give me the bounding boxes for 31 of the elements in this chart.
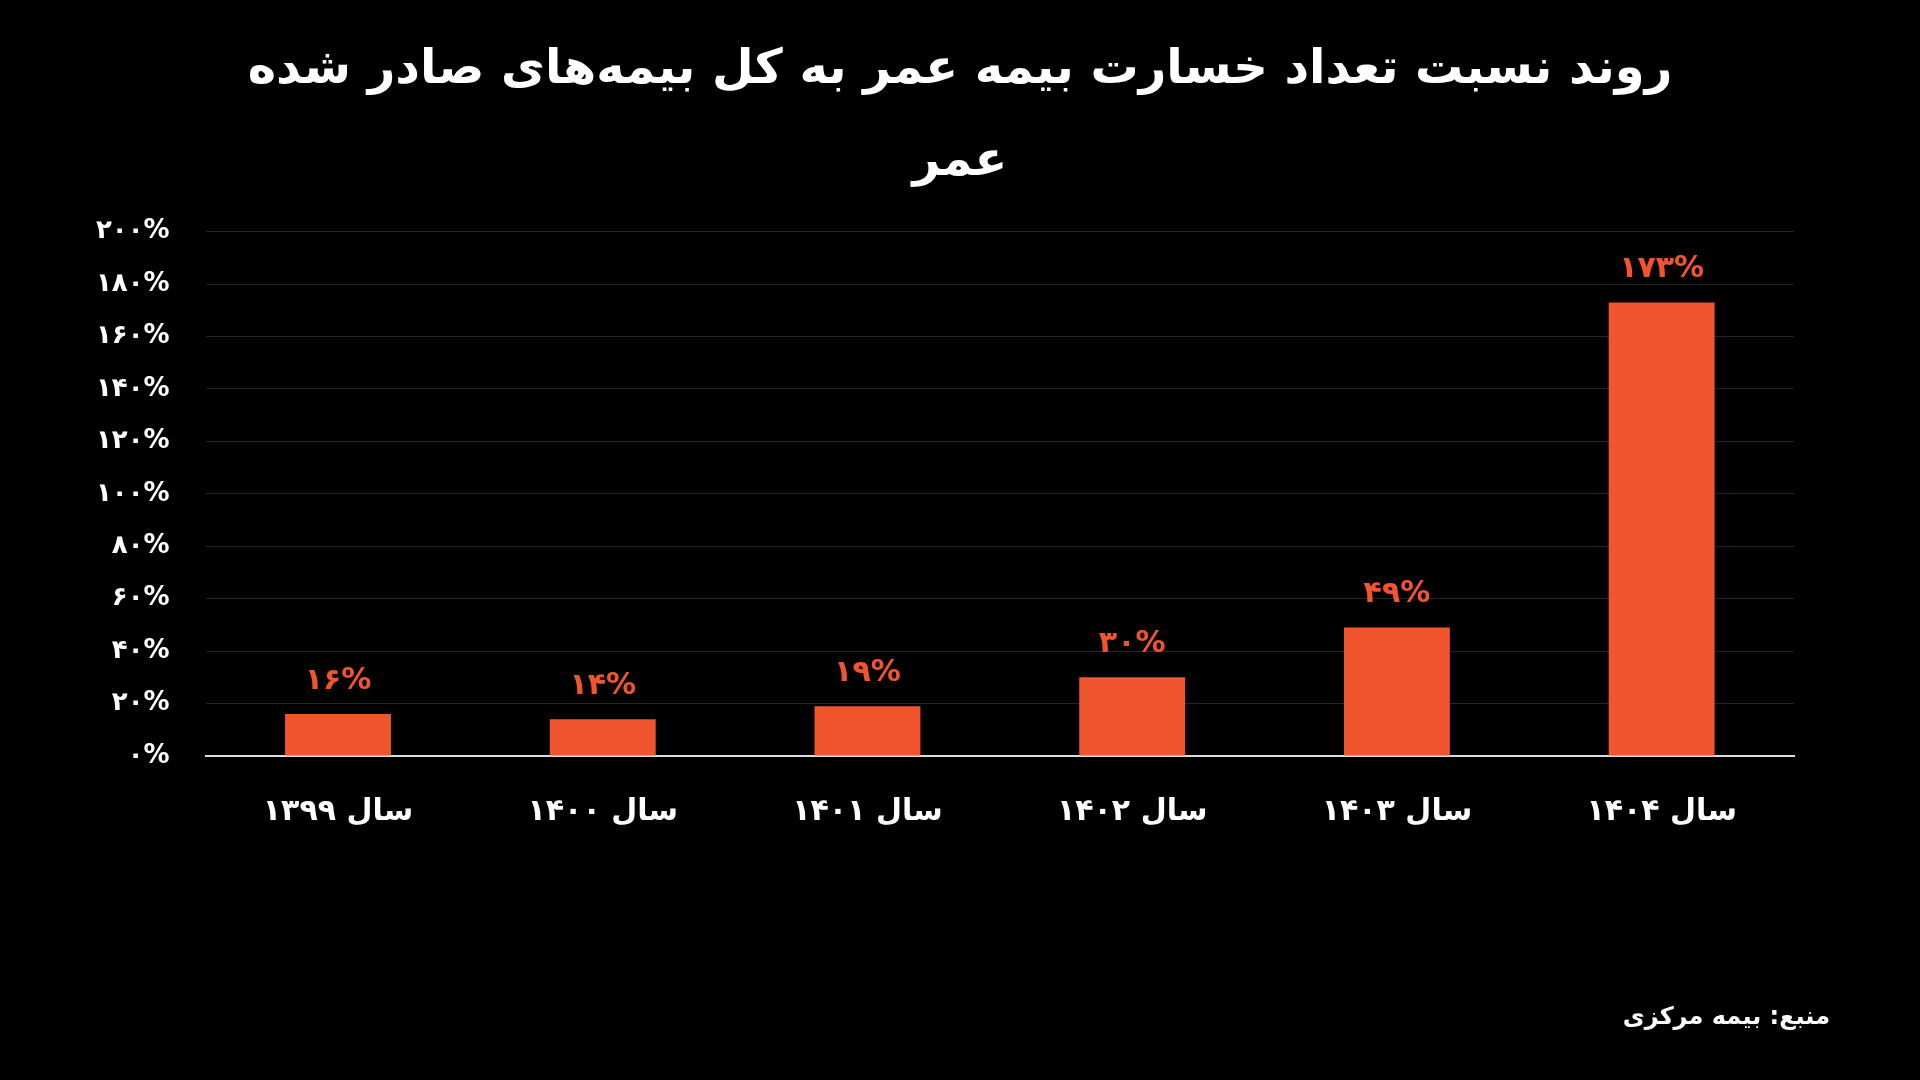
y-tick-label: ۸۰%	[111, 528, 170, 559]
y-tick-label: ۰%	[127, 738, 170, 769]
y-tick-label: ۱۰۰%	[95, 476, 170, 507]
x-tick-label: سال ۱۴۰۲	[1056, 791, 1208, 827]
x-tick-label: سال ۱۴۰۱	[792, 791, 943, 827]
x-tick-label: سال ۱۴۰۰	[527, 791, 678, 827]
x-tick-label: سال ۱۳۹۹	[262, 791, 414, 827]
y-tick-label: ۶۰%	[111, 581, 170, 612]
bar	[1343, 627, 1450, 756]
y-tick-label: ۱۸۰%	[95, 266, 170, 297]
text: منبع: بیمه مرکزی	[1622, 1002, 1830, 1030]
data-label: ۱۷۳%	[1619, 249, 1705, 285]
bar	[285, 714, 391, 756]
y-tick-label: ۲۰۰%	[95, 214, 170, 245]
bar	[814, 706, 921, 756]
y-tick-label: ۱۶۰%	[95, 319, 170, 350]
bar	[1608, 302, 1715, 756]
y-tick-label: ۱۲۰%	[95, 424, 170, 455]
data-label: ۱۹%	[834, 652, 901, 688]
data-label: ۱۴%	[569, 666, 637, 702]
y-tick-label: ۲۰%	[111, 686, 170, 717]
data-label: ۴۹%	[1363, 574, 1431, 610]
y-tick-label: ۴۰%	[111, 633, 170, 664]
data-label: ۱۶%	[304, 660, 372, 696]
bar	[1079, 677, 1186, 756]
x-tick-label: سال ۱۴۰۴	[1586, 791, 1737, 827]
chart-title: روند نسبت تعداد خسارت بیمه عمر به کل بیمه‌های صادر شده عمر	[246, 37, 1674, 189]
bar	[549, 719, 656, 756]
data-label: ۳۰%	[1098, 624, 1166, 660]
x-tick-label: سال ۱۴۰۳	[1321, 791, 1473, 827]
y-tick-label: ۱۴۰%	[95, 371, 170, 402]
